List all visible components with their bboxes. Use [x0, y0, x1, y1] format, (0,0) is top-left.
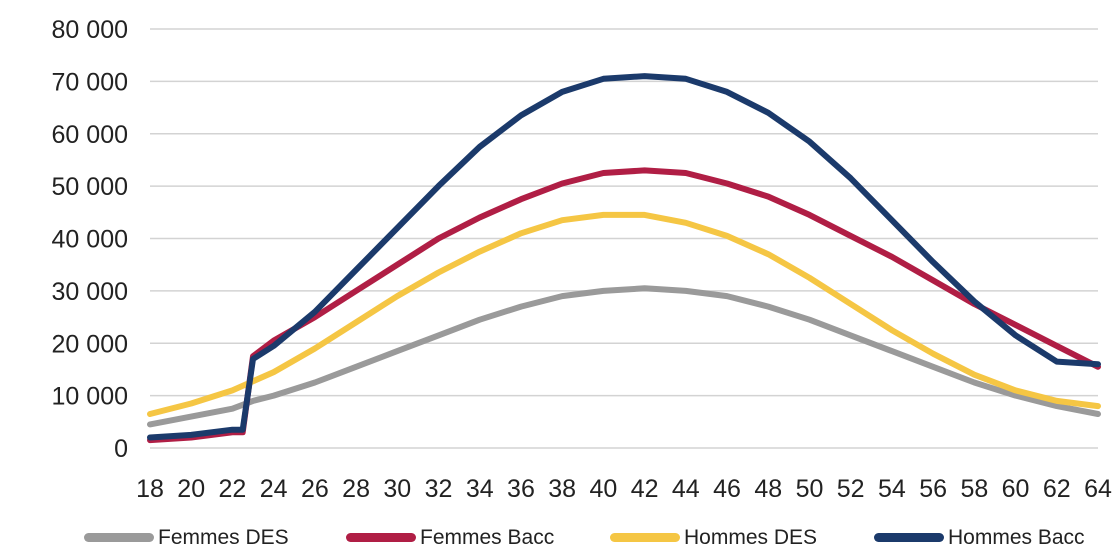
y-tick-label: 60 000: [52, 121, 128, 149]
legend-item-femmes-des: Femmes DES: [84, 524, 289, 551]
x-tick-label: 56: [919, 475, 947, 503]
line-chart: 0 10 000 20 000 30 000 40 000 50 000 60 000 70 …: [52, 16, 1112, 503]
series-line-hommes-des: [147, 211, 1101, 417]
series-line-femmes-bacc: [147, 167, 1101, 444]
y-tick-label: 0: [114, 435, 128, 463]
legend-swatch-femmes-bacc: [346, 533, 416, 542]
x-tick-label: 48: [754, 475, 782, 503]
series-lines: [147, 73, 1101, 444]
x-tick-label: 42: [631, 475, 659, 503]
legend-label-femmes-bacc: Femmes Bacc: [420, 525, 555, 549]
x-tick-label: 52: [837, 475, 865, 503]
x-tick-label: 24: [260, 475, 288, 503]
x-tick-label: 58: [960, 475, 988, 503]
x-tick-label: 22: [219, 475, 247, 503]
x-tick-label: 62: [1043, 475, 1071, 503]
legend-swatch-femmes-des: [84, 533, 154, 542]
y-tick-label: 50 000: [52, 173, 128, 201]
y-tick-label: 30 000: [52, 278, 128, 306]
gridlines: [150, 28, 1098, 449]
y-axis-ticks: 0 10 000 20 000 30 000 40 000 50 000 60 000 70 …: [52, 16, 128, 463]
x-tick-label: 26: [301, 475, 329, 503]
y-tick-label: 40 000: [52, 226, 128, 254]
x-tick-label: 64: [1084, 475, 1112, 503]
legend-swatch-hommes-des: [610, 533, 680, 542]
legend-swatch-hommes-bacc: [874, 533, 944, 542]
y-tick-label: 80 000: [52, 16, 128, 44]
y-tick-label: 70 000: [52, 68, 128, 96]
legend-label-hommes-bacc: Hommes Bacc: [948, 525, 1085, 549]
legend-item-femmes-bacc: Femmes Bacc: [346, 524, 554, 551]
x-tick-label: 30: [383, 475, 411, 503]
x-tick-label: 32: [425, 475, 453, 503]
x-tick-label: 50: [796, 475, 824, 503]
x-tick-label: 46: [713, 475, 741, 503]
x-axis-ticks: 18 20 22 24 26 28 30 32 34 36 38 40 42 44 46 48 50 52 54 56…: [136, 475, 1112, 503]
x-tick-label: 28: [342, 475, 370, 503]
y-tick-label: 10 000: [52, 383, 128, 411]
legend: Femmes DES Femmes Bacc Hommes DES Hommes…: [0, 524, 1119, 551]
x-tick-label: 20: [177, 475, 205, 503]
x-tick-label: 34: [466, 475, 494, 503]
x-tick-label: 18: [136, 475, 164, 503]
legend-item-hommes-bacc: Hommes Bacc: [874, 524, 1085, 551]
x-tick-label: 44: [672, 475, 700, 503]
x-tick-label: 40: [589, 475, 617, 503]
x-tick-label: 36: [507, 475, 535, 503]
series-line-hommes-bacc: [147, 73, 1101, 441]
x-tick-label: 60: [1002, 475, 1030, 503]
x-tick-label: 54: [878, 475, 906, 503]
series-line-femmes-des: [147, 285, 1101, 428]
legend-label-femmes-des: Femmes DES: [158, 525, 289, 549]
x-tick-label: 38: [548, 475, 576, 503]
y-tick-label: 20 000: [52, 330, 128, 358]
legend-item-hommes-des: Hommes DES: [610, 524, 817, 551]
legend-label-hommes-des: Hommes DES: [684, 525, 818, 549]
